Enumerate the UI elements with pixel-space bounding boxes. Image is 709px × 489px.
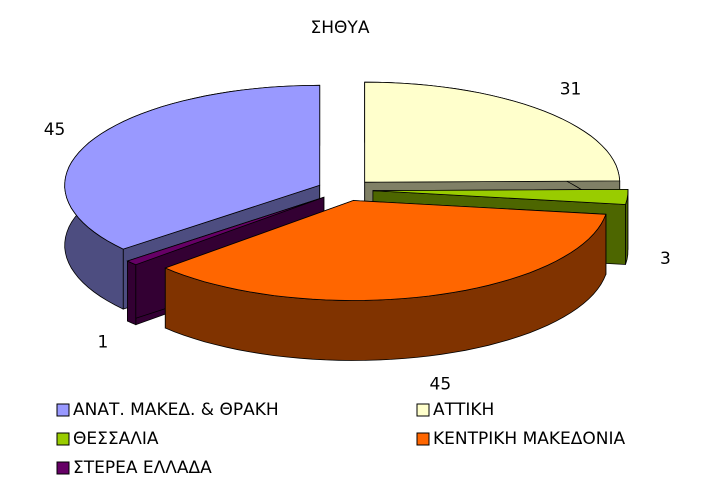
slice-top: [372, 188, 629, 205]
legend-swatch: [56, 461, 70, 475]
legend-swatch: [416, 403, 430, 417]
legend-label: ΚΕΝΤΡΙΚΗ ΜΑΚΕΔΟΝΙΑ: [433, 429, 626, 449]
legend-label: ΣΤΕΡΕΑ ΕΛΛΑΔΑ: [73, 458, 212, 478]
data-label: 45: [430, 375, 452, 395]
legend-label: ΘΕΣΣΑΛΙΑ: [73, 429, 159, 449]
data-label: 31: [560, 80, 582, 100]
legend-swatch: [56, 403, 70, 417]
slice-top: [164, 200, 607, 301]
legend-swatch: [416, 432, 430, 446]
slice: [164, 199, 607, 361]
slice-top: [64, 84, 321, 250]
chart-title: ΣΗΘΥΑ: [311, 18, 370, 38]
slice-top: [364, 81, 621, 183]
legend-swatch: [56, 432, 70, 446]
data-label: 45: [44, 120, 66, 140]
data-label: 1: [97, 333, 108, 353]
data-label: 3: [660, 249, 671, 269]
legend-label: ΑΝΑΤ. ΜΑΚΕΔ. & ΘΡΑΚΗ: [73, 400, 279, 420]
slice-wall: [127, 260, 137, 326]
legend-label: ΑΤΤΙΚΗ: [433, 400, 494, 420]
slice-top: [126, 196, 325, 266]
